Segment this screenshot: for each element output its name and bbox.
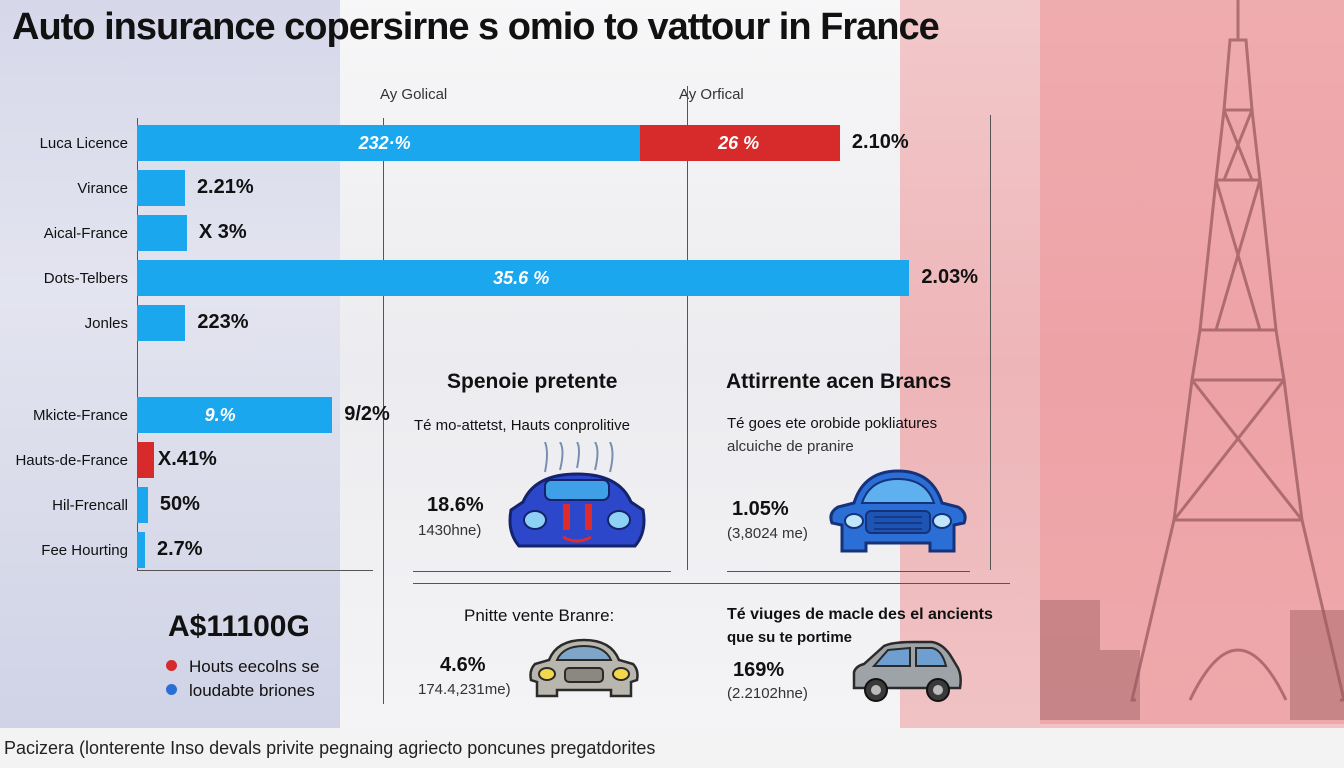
chart-title: Auto insurance copersirne s omio to vatt… (12, 6, 940, 48)
bar-value-label: 9.% (204, 405, 236, 425)
panel-percent: 1.05% (732, 498, 789, 520)
panel-note: (3,8024 me) (727, 525, 808, 542)
panel-title: Pnitte vente Branre: (464, 606, 615, 625)
footer: Pacizera (lonterente Inso devals privite… (0, 728, 1344, 768)
legend-swatch (166, 684, 177, 695)
bar-red (640, 125, 840, 161)
bar-value-label: 2.03% (921, 266, 979, 288)
bar-value-label: 26 % (718, 133, 760, 153)
bar-value-label: 2.10% (851, 131, 909, 153)
bar-blue (137, 260, 910, 296)
bar-red (137, 442, 155, 478)
panel-note: 174.4,231me) (418, 681, 511, 698)
column-head-left: Ay Golical (380, 86, 448, 103)
divider-line (383, 118, 384, 704)
bar-value-label: 2.21% (196, 176, 254, 198)
panel-separator (413, 583, 1010, 584)
footer-note: Pacizera (lonterente Inso devals privite… (4, 738, 656, 758)
bar-value-label: 2.7% (157, 538, 203, 560)
panel-percent: 4.6% (440, 654, 486, 676)
flag-white-band (340, 0, 900, 728)
baseline (137, 570, 373, 571)
bar-blue (137, 397, 333, 433)
bar-blue (137, 125, 641, 161)
grey-car-side-icon (852, 640, 962, 702)
panel-separator (413, 571, 671, 572)
legend-swatch (166, 660, 177, 671)
blue-car-front-icon (829, 469, 967, 553)
category-label: Hil-Frencall (52, 497, 128, 514)
panel-note: (2.2102hne) (727, 685, 808, 702)
eiffel-tower-icon (1040, 0, 1344, 720)
category-label: Dots-Telbers (43, 270, 128, 287)
panel-title: Attirrente acen Brancs (726, 370, 952, 393)
tower-panel (1040, 0, 1344, 724)
panel-title: Spenoie pretente (447, 370, 618, 393)
bar-value-label: X.41% (157, 448, 217, 470)
panel-subtitle: Té mo-attetst, Hauts conprolitive (414, 417, 630, 434)
legend-item: loudabte briones (166, 681, 315, 701)
column-head-right: Ay Orfical (679, 86, 744, 103)
category-label: Aical-France (43, 225, 128, 242)
bar-blue (137, 532, 145, 568)
category-label: Mkicte-France (32, 407, 128, 424)
panel-separator (727, 571, 970, 572)
divider-line (990, 115, 991, 570)
panel-subtitle: Té goes ete orobide pokliatures (727, 415, 938, 432)
bar-value-label: 35.6 % (493, 268, 550, 288)
total-amount: A$11100G (168, 610, 310, 643)
bar-value-label: X 3% (198, 221, 247, 243)
category-label: Hauts-de-France (15, 452, 128, 469)
bar-value-label: 223% (197, 311, 249, 333)
grey-car-front-icon (529, 638, 639, 698)
panel-subtitle-2: alcuiche de pranire (727, 438, 854, 455)
category-label: Virance (77, 180, 128, 197)
flag-blue-band (0, 0, 340, 728)
bar-blue (137, 215, 187, 251)
legend-label: Houts eecolns se (189, 657, 320, 676)
bar-value-label: 50% (159, 493, 200, 515)
panel-subtitle: que su te portime (727, 629, 853, 646)
bar-value-label: 9/2% (344, 403, 390, 425)
category-label: Luca Licence (39, 135, 128, 152)
panel-note: 1430hne) (418, 522, 482, 539)
bar-blue (137, 487, 148, 523)
panel-percent: 18.6% (427, 494, 484, 516)
bar-blue (137, 305, 186, 341)
category-label: Jonles (84, 315, 128, 332)
panel-title: Té viuges de macle des el ancients (727, 606, 993, 623)
panel-percent: 169% (733, 659, 785, 681)
divider-line (687, 86, 688, 570)
bar-value-label: 232·% (358, 133, 411, 153)
category-label: Fee Hourting (41, 542, 128, 559)
axis-line (137, 118, 138, 570)
blue-car-front-icon (508, 442, 646, 548)
bar-blue (137, 170, 185, 206)
legend-label: loudabte briones (189, 681, 315, 700)
legend-item: Houts eecolns se (166, 657, 319, 677)
